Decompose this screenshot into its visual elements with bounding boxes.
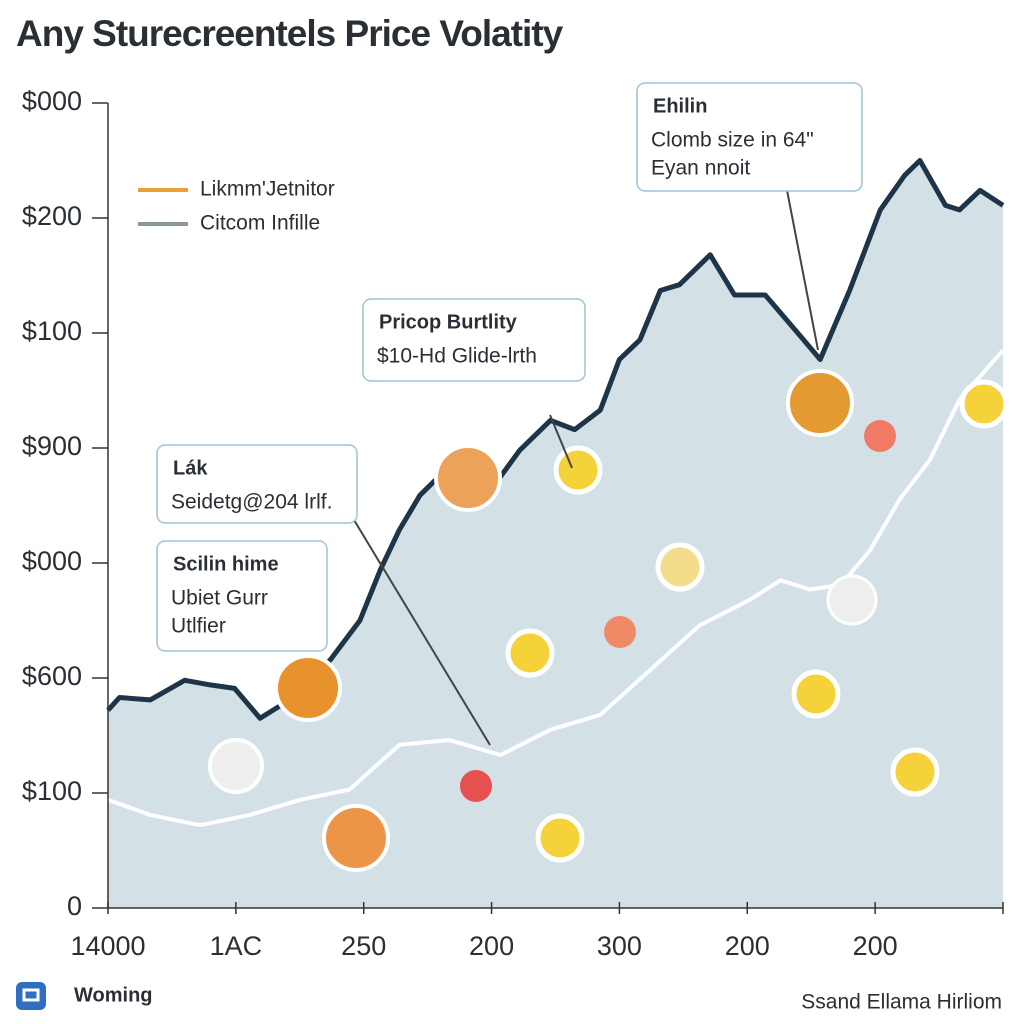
x-tick-label: 1AC	[210, 931, 263, 961]
legend-label: Likmm'Jetnitor	[200, 178, 335, 201]
heart-icon	[864, 420, 896, 452]
coin-icons	[208, 179, 1009, 872]
heart-icon	[604, 616, 636, 648]
annotation-text: $10-Hd Glide-lrth	[377, 345, 537, 368]
footer: Woming Ssand Ellama Hirliom	[16, 982, 1002, 1014]
plot-area: 0 $100 $600 $000 $900 $100 $200 $000 14000 1AC 250…	[22, 86, 1005, 961]
x-tick-label: 14000	[70, 931, 145, 961]
y-tick-label: $900	[22, 431, 82, 461]
y-tick-label: $200	[22, 201, 82, 231]
footer-left: Woming	[74, 984, 153, 1006]
legend-label: Citcom Infille	[200, 212, 320, 235]
annotations: Ehilin Clomb size in 64" Eyan nnoit Pricop …	[156, 82, 863, 652]
x-tick-label: 300	[597, 931, 642, 961]
line	[106, 158, 1005, 721]
y-tick-label: $600	[22, 661, 82, 691]
legend: Likmm'Jetnitor Citcom Infille	[138, 178, 335, 235]
annotation-text: Ubiet Gurr	[171, 587, 268, 610]
annotation-text: Seidetg@204 lrlf.	[171, 491, 332, 514]
x-tick-label: 200	[725, 931, 770, 961]
footer-logo-mark	[22, 988, 40, 1002]
coin-icon	[208, 738, 264, 794]
line	[107, 348, 1005, 828]
footer-logo	[16, 982, 46, 1010]
annotation-text: Utlfier	[171, 615, 226, 638]
y-tick-label: $100	[22, 776, 82, 806]
coin-icon	[535, 813, 585, 863]
coin-icon	[322, 804, 390, 872]
callout-line	[784, 179, 819, 351]
coin-icon	[505, 628, 555, 678]
callout-line	[347, 509, 491, 746]
coin-icon	[655, 542, 705, 592]
annotation-box	[362, 298, 586, 382]
x-tick-label: 200	[853, 931, 898, 961]
coin-icon	[274, 654, 342, 722]
callout-line	[549, 414, 573, 469]
heart-icon	[460, 770, 492, 802]
y-tick-label: $000	[22, 546, 82, 576]
annotation-box	[156, 540, 328, 652]
annotation-text: Clomb size in 64"	[651, 129, 814, 152]
coin-icon	[791, 669, 841, 719]
annotation-title: Scilin hime	[173, 553, 279, 575]
x-tick-label: 250	[341, 931, 386, 961]
y-tick-label: 0	[67, 891, 82, 921]
coin-icon	[434, 444, 502, 512]
y-tick-label: $000	[22, 86, 82, 116]
x-tick-label: 200	[469, 931, 514, 961]
footer-right: Ssand Ellama Hirliom	[801, 991, 1002, 1014]
annotation-title: Ehilin	[653, 95, 707, 117]
coin-icon	[826, 574, 878, 626]
coin-icon	[786, 369, 854, 437]
area	[108, 160, 1003, 908]
coin-icon	[890, 747, 940, 797]
annotation-title: Lák	[173, 457, 208, 479]
annotation-text: Eyan nnoit	[651, 157, 750, 180]
annotation-title: Pricop Burtlity	[379, 311, 518, 333]
coin-icon	[959, 379, 1009, 429]
y-tick-label: $100	[22, 316, 82, 346]
annotation-box	[156, 444, 358, 524]
chart-title: Any Sturecreentels Price Volatity	[16, 13, 564, 54]
annotation-box	[636, 82, 863, 192]
coin-icon	[553, 445, 603, 495]
